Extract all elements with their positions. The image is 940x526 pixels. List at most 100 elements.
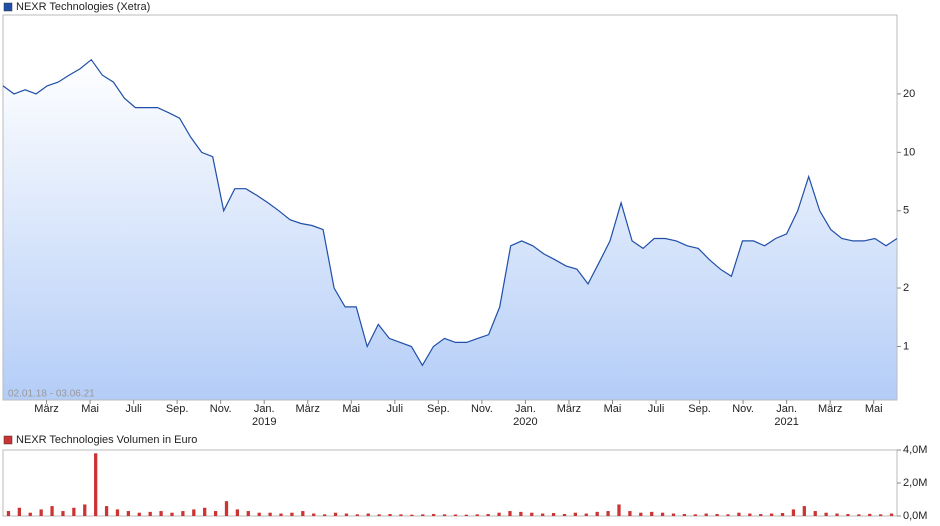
volume-bar — [115, 509, 120, 516]
volume-bar — [126, 511, 131, 516]
volume-bar — [61, 511, 65, 516]
volume-bar — [410, 514, 414, 516]
volume-bar — [39, 509, 43, 516]
volume-bar — [257, 512, 261, 516]
volume-bar — [737, 512, 741, 516]
volume-bar — [246, 511, 250, 516]
volume-bar — [224, 501, 229, 516]
volume-bar — [791, 509, 796, 516]
volume-bar — [6, 511, 11, 516]
volume-bar — [846, 514, 850, 516]
volume-bar — [824, 512, 828, 516]
volume-bar — [366, 513, 370, 516]
x-tick-label: Mai — [604, 403, 622, 415]
x-tick-label: März — [296, 403, 320, 415]
x-tick-label: Mai — [81, 403, 99, 415]
x-tick-label: Mai — [865, 403, 883, 415]
volume-bar — [889, 513, 894, 516]
y-tick-label: 1 — [903, 340, 909, 352]
volume-bar — [159, 511, 163, 516]
volume-bar — [28, 512, 32, 516]
volume-bar — [355, 514, 359, 516]
volume-bar — [464, 514, 468, 516]
volume-bar — [573, 512, 578, 516]
x-year-label: 2021 — [774, 416, 798, 428]
volume-bar — [432, 514, 436, 516]
volume-bar — [290, 512, 294, 516]
volume-bar — [333, 512, 338, 516]
x-tick-label: Sep. — [688, 403, 711, 415]
volume-bar — [551, 513, 556, 516]
volume-bar — [650, 511, 654, 516]
volume-bar — [497, 512, 501, 516]
volume-bar — [617, 504, 621, 516]
volume-bar — [671, 513, 676, 516]
x-tick-label: Nov. — [210, 403, 232, 415]
price-line — [2, 58, 898, 367]
volume-bar — [715, 514, 719, 516]
date-range: 02.01.18 - 03.06.21 — [8, 389, 95, 400]
volume-bar — [137, 512, 141, 516]
y-tick-label: 5 — [903, 205, 909, 217]
volume-bar — [530, 512, 534, 516]
x-tick-label: Nov. — [732, 403, 754, 415]
volume-bar — [748, 513, 752, 516]
volume-bar — [421, 514, 425, 516]
volume-bar — [726, 514, 730, 516]
volume-bar — [83, 504, 87, 516]
volume-bar — [486, 514, 490, 516]
x-tick-label: Sep. — [166, 403, 189, 415]
volume-bar — [377, 514, 381, 516]
volume-bar — [835, 513, 839, 516]
volume-bar — [628, 511, 632, 516]
volume-bar — [562, 514, 567, 516]
volume-bar — [213, 511, 218, 516]
volume-bar — [606, 511, 610, 516]
x-tick-label: Jan. — [776, 403, 797, 415]
y-tick-label: 10 — [903, 146, 915, 158]
x-tick-label: Mai — [342, 403, 360, 415]
volume-bar — [148, 511, 152, 516]
volume-bar — [279, 513, 283, 516]
x-year-label: 2019 — [252, 416, 276, 428]
volume-bar — [442, 514, 447, 516]
volume-bar — [759, 514, 763, 516]
volume-bar — [104, 506, 109, 516]
x-year-label: 2020 — [513, 416, 537, 428]
x-tick-label: März — [34, 403, 58, 415]
volume-bar — [322, 514, 327, 516]
volume-bar — [388, 514, 392, 516]
volume-bar — [268, 512, 272, 516]
volume-bar — [769, 513, 774, 516]
y-tick-label: 2 — [903, 282, 909, 294]
volume-bar — [192, 509, 196, 516]
x-tick-label: Juli — [387, 403, 404, 415]
volume-bar — [813, 511, 817, 516]
legend-swatch — [3, 435, 13, 445]
y-tick-label: 2,0M — [903, 477, 927, 489]
volume-bar — [704, 513, 708, 516]
volume-bar — [181, 511, 185, 516]
price-area — [3, 59, 897, 400]
volume-bar — [682, 514, 687, 516]
volume-bar — [453, 514, 458, 516]
volume-bar — [170, 512, 174, 516]
volume-bar — [639, 512, 643, 516]
volume-frame — [2, 449, 898, 517]
price-frame — [2, 14, 898, 401]
volume-bar — [344, 513, 349, 516]
x-tick-label: Sep. — [427, 403, 450, 415]
volume-bar — [541, 513, 545, 516]
volume-bar — [802, 506, 806, 516]
volume-bar — [72, 507, 76, 516]
volume-bar — [203, 507, 207, 516]
volume-bar — [399, 514, 403, 516]
volume-bar — [519, 511, 523, 516]
y-tick-label: 4,0M — [903, 444, 927, 456]
volume-bar — [17, 507, 21, 516]
x-tick-label: März — [818, 403, 842, 415]
volume-bar — [312, 513, 316, 516]
y-tick-label: 0,0M — [903, 510, 927, 522]
volume-bar — [660, 512, 665, 516]
